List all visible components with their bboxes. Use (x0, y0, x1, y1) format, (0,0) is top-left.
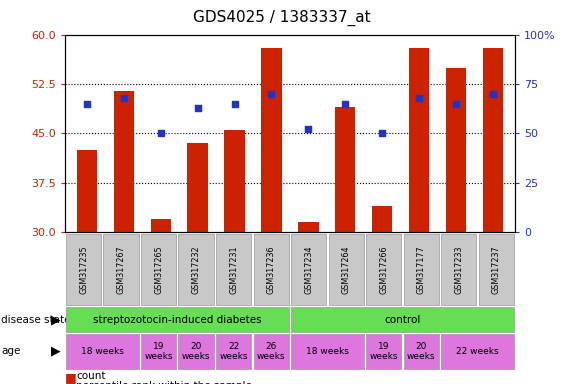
Bar (335, 107, 355, 232)
Text: 18 weeks: 18 weeks (306, 347, 349, 356)
Point (230, 101, 239, 107)
Text: GSM317237: GSM317237 (492, 245, 501, 294)
Text: 26
weeks: 26 weeks (257, 342, 285, 361)
Text: GSM317236: GSM317236 (267, 245, 276, 294)
Text: GSM317235: GSM317235 (79, 245, 88, 294)
Point (415, 95, 424, 101)
Point (156, 131, 165, 137)
Text: count: count (76, 371, 105, 381)
Bar (409, 48, 430, 232)
Bar (483, 48, 503, 232)
Text: 20
weeks: 20 weeks (182, 342, 211, 361)
Bar (372, 206, 392, 232)
Point (341, 101, 350, 107)
Bar (187, 143, 208, 232)
Text: GSM317267: GSM317267 (117, 245, 126, 294)
Text: GSM317266: GSM317266 (379, 245, 388, 294)
Text: 22
weeks: 22 weeks (220, 342, 248, 361)
Point (193, 105, 202, 111)
Point (378, 131, 387, 137)
Point (452, 101, 461, 107)
Bar (225, 130, 245, 232)
Point (267, 91, 276, 97)
Point (119, 95, 128, 101)
Text: ■: ■ (65, 371, 77, 384)
Text: 22 weeks: 22 weeks (456, 347, 499, 356)
Text: 19
weeks: 19 weeks (369, 342, 398, 361)
Text: GSM317232: GSM317232 (191, 245, 200, 294)
Text: control: control (385, 314, 421, 325)
Text: GSM317177: GSM317177 (417, 245, 426, 294)
Text: ▶: ▶ (51, 313, 61, 326)
Text: GSM317233: GSM317233 (454, 245, 463, 294)
Text: percentile rank within the sample: percentile rank within the sample (76, 381, 252, 384)
Bar (77, 150, 97, 232)
Text: streptozotocin-induced diabetes: streptozotocin-induced diabetes (93, 314, 262, 325)
Text: GSM317264: GSM317264 (342, 245, 351, 294)
Text: GDS4025 / 1383337_at: GDS4025 / 1383337_at (193, 10, 370, 26)
Text: GSM317231: GSM317231 (229, 245, 238, 294)
Text: ■: ■ (65, 381, 77, 384)
Text: 19
weeks: 19 weeks (144, 342, 173, 361)
Bar (298, 222, 319, 232)
Text: 20
weeks: 20 weeks (407, 342, 436, 361)
Text: GSM317265: GSM317265 (154, 245, 163, 294)
Text: 18 weeks: 18 weeks (81, 347, 124, 356)
Bar (446, 68, 466, 232)
Bar (150, 219, 171, 232)
Text: age: age (1, 346, 20, 356)
Bar (261, 48, 282, 232)
Point (82, 101, 91, 107)
Text: ▶: ▶ (51, 345, 61, 358)
Point (489, 91, 498, 97)
Text: disease state: disease state (1, 314, 70, 325)
Point (304, 126, 313, 132)
Bar (114, 91, 134, 232)
Text: GSM317234: GSM317234 (304, 245, 313, 294)
